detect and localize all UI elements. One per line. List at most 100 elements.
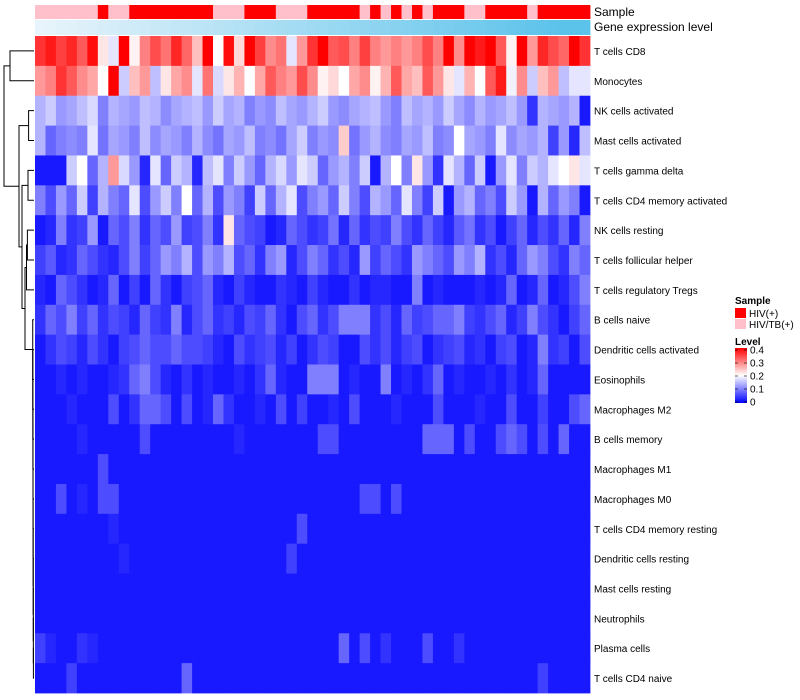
heatmap-cell — [338, 36, 350, 67]
heatmap-cell — [97, 304, 109, 336]
heatmap-cell — [432, 454, 444, 485]
heatmap-cell — [213, 513, 224, 545]
heatmap-cell — [537, 603, 549, 634]
heatmap-cell — [55, 454, 67, 485]
heatmap-cell — [453, 215, 465, 246]
heatmap-cell — [422, 36, 434, 67]
heatmap-cell — [338, 603, 350, 634]
heatmap-cell — [422, 95, 434, 126]
heatmap-cell — [506, 274, 518, 306]
heatmap-cell — [401, 513, 413, 545]
heatmap-cell — [265, 394, 277, 425]
heatmap-cell — [192, 155, 203, 186]
heatmap-cell — [307, 36, 319, 67]
heatmap-cell — [233, 424, 245, 455]
heatmap-cell — [558, 304, 570, 336]
heatmap-cell — [464, 603, 476, 634]
heatmap-cell — [97, 125, 109, 156]
heatmap-cell — [317, 483, 329, 515]
heatmap-cell — [171, 304, 183, 336]
heatmap-cell — [548, 245, 559, 276]
heatmap-cell — [506, 185, 518, 216]
heatmap-cell — [296, 513, 308, 545]
heatmap-cell — [370, 663, 381, 694]
heatmap-cell — [443, 334, 455, 365]
heatmap-cell — [453, 185, 465, 216]
heatmap-cell — [464, 633, 476, 664]
sample-annotation-cell — [349, 5, 361, 19]
heatmap-cell — [338, 424, 350, 455]
heatmap-cell — [537, 394, 549, 425]
heatmap-cell — [495, 603, 507, 634]
sample-annotation-cell — [160, 5, 172, 19]
heatmap-cell — [485, 573, 497, 604]
heatmap-cell — [160, 663, 172, 694]
heatmap-cell — [307, 573, 319, 604]
heatmap-cell — [422, 513, 434, 545]
heatmap-cell — [349, 95, 361, 126]
heatmap-cell — [108, 155, 120, 186]
heatmap-cell — [464, 483, 476, 515]
heatmap-cell — [76, 274, 88, 306]
heatmap-cell — [76, 603, 88, 634]
heatmap-cell — [506, 155, 518, 186]
heatmap-cell — [171, 215, 183, 246]
heatmap-cell — [192, 364, 203, 395]
heatmap-cell — [516, 663, 528, 694]
heatmap-cell — [527, 65, 539, 97]
heatmap-cell — [265, 95, 277, 126]
heatmap-cell — [453, 95, 465, 126]
heatmap-cell — [307, 274, 319, 306]
heatmap-cell — [35, 483, 46, 515]
heatmap-cell — [129, 483, 141, 515]
heatmap-cell — [160, 573, 172, 604]
heatmap-cell — [579, 573, 591, 604]
heatmap-cell — [349, 215, 361, 246]
heatmap-cell — [380, 573, 392, 604]
heatmap-cell — [213, 334, 224, 365]
heatmap-cell — [506, 65, 518, 97]
heatmap-cell — [506, 573, 518, 604]
heatmap-cell — [118, 483, 130, 515]
heatmap-cell — [537, 513, 549, 545]
heatmap-cell — [317, 454, 329, 485]
heatmap-cell — [527, 543, 539, 574]
heatmap-cell — [66, 663, 78, 694]
heatmap-cell — [443, 36, 455, 67]
heatmap-cell — [317, 304, 329, 336]
heatmap-cell — [307, 95, 319, 126]
heatmap-cell — [296, 185, 308, 216]
heatmap-cell — [55, 663, 67, 694]
heatmap-cell — [317, 155, 329, 186]
heatmap-cell — [55, 274, 67, 306]
heatmap-cell — [422, 543, 434, 574]
heatmap-cell — [537, 304, 549, 336]
heatmap-cell — [118, 633, 130, 664]
annotation-label-expression: Gene expression level — [594, 20, 713, 34]
heatmap-cell — [474, 334, 486, 365]
heatmap-cell — [474, 245, 486, 276]
expression-annotation-cell — [275, 20, 287, 35]
heatmap-cell — [453, 454, 465, 485]
heatmap-cell — [171, 483, 183, 515]
heatmap-cell — [171, 364, 183, 395]
heatmap-cell — [150, 483, 162, 515]
heatmap-cell — [485, 454, 497, 485]
heatmap-cell — [192, 633, 203, 664]
heatmap-cell — [213, 573, 224, 604]
heatmap-cell — [87, 95, 99, 126]
heatmap-cell — [286, 36, 298, 67]
heatmap-cell — [275, 483, 287, 515]
heatmap-cell — [464, 304, 476, 336]
heatmap-cell — [370, 95, 381, 126]
expression-annotation-cell — [370, 20, 381, 35]
heatmap-cell — [432, 543, 444, 574]
heatmap-cell — [307, 125, 319, 156]
expression-annotation-cell — [66, 20, 78, 35]
heatmap-cell — [380, 364, 392, 395]
heatmap-cell — [453, 663, 465, 694]
expression-annotation-cell — [76, 20, 88, 35]
heatmap-cell — [328, 65, 340, 97]
heatmap-cell — [244, 603, 256, 634]
heatmap-cell — [516, 65, 528, 97]
